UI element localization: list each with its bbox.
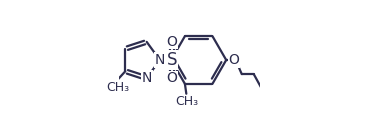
Text: CH₃: CH₃ — [107, 81, 130, 94]
Text: O: O — [166, 35, 177, 49]
Text: O: O — [229, 53, 240, 67]
Text: O: O — [166, 71, 177, 85]
Text: N: N — [155, 53, 165, 67]
Text: N: N — [141, 71, 152, 85]
Text: CH₃: CH₃ — [175, 95, 198, 108]
Text: S: S — [167, 51, 177, 69]
